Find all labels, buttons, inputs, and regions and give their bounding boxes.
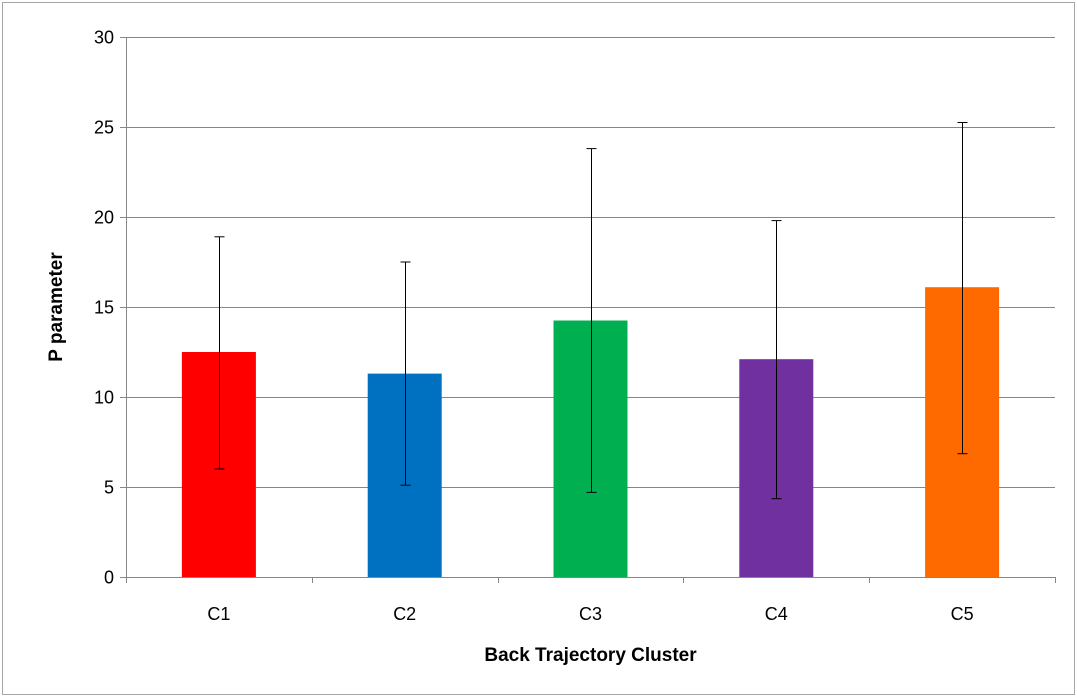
error-bar-c4 [771, 220, 782, 500]
error-bar-c1 [214, 236, 225, 470]
x-tick-label-c3: C3 [579, 604, 602, 624]
error-bar-c3 [586, 148, 597, 493]
x-tick-label-c4: C4 [765, 604, 788, 624]
y-tick-label-5: 5 [104, 478, 114, 498]
y-axis-title: P parameter [46, 252, 67, 362]
y-tick-label-10: 10 [94, 388, 114, 408]
x-tick-label-c2: C2 [393, 604, 416, 624]
error-bar-c2 [400, 261, 411, 486]
axes [120, 37, 1056, 583]
x-axis-title: Back Trajectory Cluster [484, 645, 697, 666]
x-tick-label-c1: C1 [207, 604, 230, 624]
y-tick-label-30: 30 [94, 28, 114, 48]
error-bar-c5 [957, 122, 968, 455]
bar-c2 [367, 373, 442, 577]
y-tick-label-25: 25 [94, 118, 114, 138]
y-tick-label-20: 20 [94, 208, 114, 228]
bar-c1 [181, 352, 256, 577]
gridlines [126, 37, 1055, 488]
tick-labels: 0 5 10 15 20 25 30 C1 C2 C3 C4 C5 [94, 28, 974, 625]
bar-c3 [553, 320, 628, 577]
y-tick-label-0: 0 [104, 568, 114, 588]
bars [181, 287, 1000, 577]
x-tick-label-c5: C5 [951, 604, 974, 624]
error-bars [214, 122, 968, 500]
y-tick-label-15: 15 [94, 298, 114, 318]
